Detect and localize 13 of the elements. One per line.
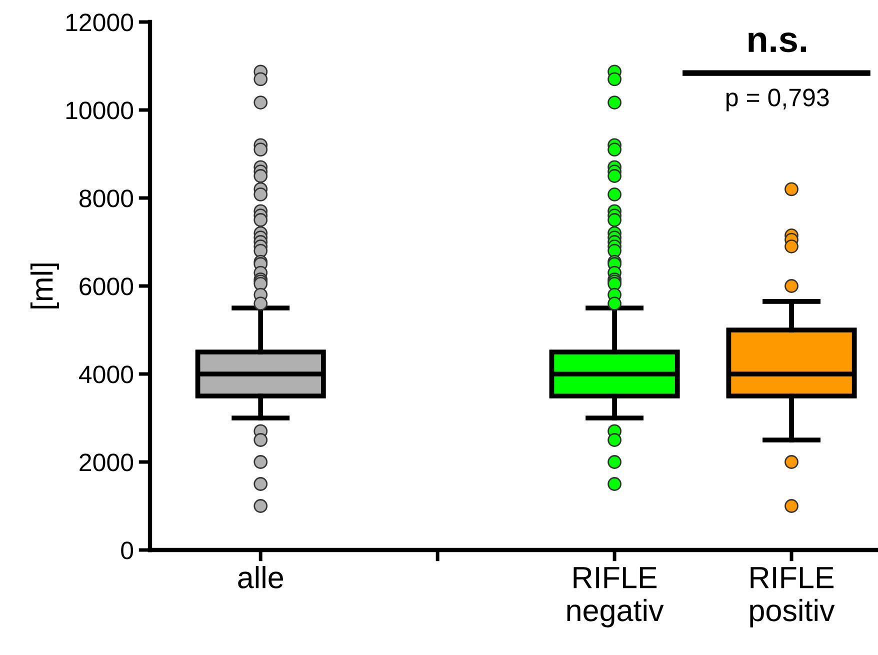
y-tick-label: 12000 [66,14,134,32]
annotation: n.s. [748,32,806,52]
y-tick-label: 0 [121,542,134,560]
y-tick-label: 6000 [80,278,134,296]
y-tick-label: 4000 [78,366,134,384]
y-tick-label: 2000 [80,454,134,472]
x-tick-label: alle [238,566,284,588]
x-tick-label: RIFLE negativ [567,567,664,628]
y-tick-label: 10000 [66,102,134,120]
y-tick-label: 8000 [80,190,134,208]
annotation: p = 0,793 [726,88,829,112]
y-axis-title: [ml] [30,264,59,308]
x-tick-label: RIFLE positiv [750,567,835,628]
